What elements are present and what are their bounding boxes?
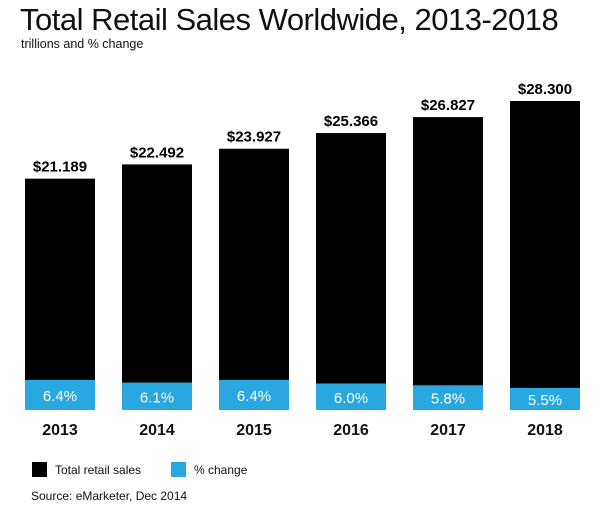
change-bar <box>122 382 192 410</box>
sales-bar <box>219 148 289 410</box>
change-value-label: 6.1% <box>140 389 174 406</box>
sales-value-label: $23.927 <box>227 129 281 146</box>
plot-area: $21.189 6.4% 2013 $22.492 6.1% 2014 $23.927 6.4… <box>25 81 580 439</box>
sales-bar <box>25 178 95 410</box>
legend-swatch-blue <box>171 462 186 477</box>
chart-title: Total Retail Sales Worldwide, 2013-2018 <box>20 2 559 37</box>
change-value-label: 5.8% <box>431 391 465 408</box>
sales-bar <box>510 101 580 410</box>
sales-value-label: $21.189 <box>33 159 87 176</box>
change-bar <box>219 379 289 410</box>
x-tick-label: 2015 <box>236 422 272 439</box>
change-value-label: 6.4% <box>237 388 271 405</box>
change-value-label: 5.5% <box>528 392 562 409</box>
sales-bar <box>413 117 483 410</box>
x-tick-label: 2013 <box>42 422 78 439</box>
source-note: Source: eMarketer, Dec 2014 <box>31 489 188 503</box>
x-tick-label: 2014 <box>139 422 175 439</box>
change-bar <box>25 379 95 410</box>
x-tick-label: 2018 <box>527 422 563 439</box>
sales-value-label: $25.366 <box>324 113 378 130</box>
sales-bar <box>316 133 386 410</box>
legend-item-total: Total retail sales <box>32 462 141 477</box>
change-value-label: 6.0% <box>334 390 368 407</box>
change-bar <box>316 383 386 410</box>
legend-item-change: % change <box>171 462 247 477</box>
sales-bar <box>122 164 192 410</box>
legend-label: % change <box>194 462 248 477</box>
legend-label: Total retail sales <box>55 462 142 477</box>
sales-value-label: $28.300 <box>518 81 572 98</box>
change-bar <box>413 385 483 410</box>
x-tick-label: 2017 <box>430 422 466 439</box>
sales-value-label: $26.827 <box>421 97 475 114</box>
change-value-label: 6.4% <box>43 388 77 405</box>
legend-swatch-black <box>32 462 47 477</box>
x-tick-label: 2016 <box>333 422 369 439</box>
chart-subtitle: trillions and % change <box>21 37 144 51</box>
sales-value-label: $22.492 <box>130 144 184 161</box>
change-bar <box>510 388 580 410</box>
